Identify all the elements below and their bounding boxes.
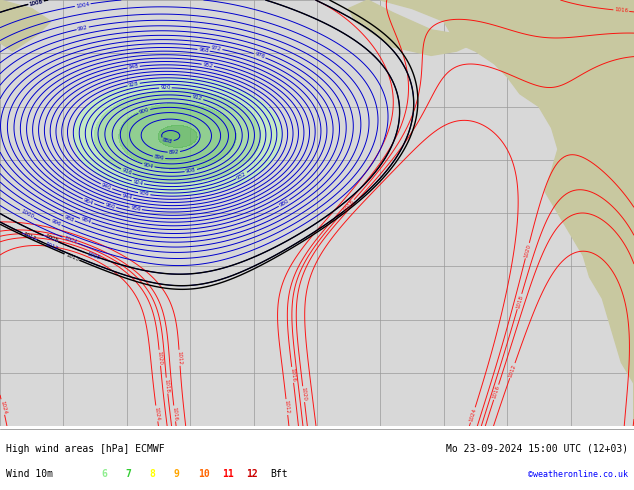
Text: 1024: 1024: [0, 400, 7, 415]
Text: 1020: 1020: [301, 387, 307, 401]
Text: 996: 996: [50, 219, 61, 227]
Text: 1016: 1016: [171, 406, 178, 421]
Text: Mo 23-09-2024 15:00 UTC (12+03): Mo 23-09-2024 15:00 UTC (12+03): [446, 443, 628, 454]
Text: 932: 932: [236, 171, 247, 180]
Text: 956: 956: [130, 205, 141, 212]
Text: 888: 888: [162, 137, 173, 144]
Text: 10: 10: [198, 469, 210, 479]
Text: 1020: 1020: [523, 243, 531, 258]
Text: 936: 936: [139, 191, 150, 197]
Text: 960: 960: [105, 202, 116, 210]
Text: 1024: 1024: [153, 406, 160, 421]
Text: 988: 988: [63, 214, 75, 223]
Text: 1013: 1013: [65, 252, 79, 262]
Text: 1016: 1016: [289, 368, 296, 382]
Text: 892: 892: [169, 149, 179, 155]
Text: 1008: 1008: [29, 0, 43, 6]
Text: 920: 920: [160, 85, 171, 90]
Text: Bft: Bft: [270, 469, 288, 479]
Text: 1004: 1004: [63, 235, 77, 245]
Text: 964: 964: [82, 197, 94, 206]
Text: 908: 908: [185, 167, 197, 174]
Text: 944: 944: [122, 193, 133, 200]
Text: 8: 8: [150, 469, 155, 479]
Text: 9: 9: [174, 469, 179, 479]
Text: 1012: 1012: [283, 400, 290, 414]
Text: High wind areas [hPa] ECMWF: High wind areas [hPa] ECMWF: [6, 443, 165, 454]
Text: Wind 10m: Wind 10m: [6, 469, 53, 479]
Text: 940: 940: [101, 182, 112, 191]
Text: 1000: 1000: [20, 209, 34, 220]
Text: ©weatheronline.co.uk: ©weatheronline.co.uk: [527, 469, 628, 479]
Text: 912: 912: [191, 95, 203, 102]
Text: 1008: 1008: [86, 251, 101, 260]
Text: 1016: 1016: [614, 7, 628, 14]
Text: 1012: 1012: [22, 231, 37, 242]
Text: 968: 968: [198, 47, 209, 53]
Text: 1008: 1008: [29, 0, 43, 6]
Text: 12: 12: [246, 469, 258, 479]
Text: 896: 896: [153, 154, 165, 161]
Text: 952: 952: [202, 62, 214, 69]
Text: 972: 972: [210, 45, 222, 52]
Text: 928: 928: [128, 81, 139, 88]
Text: 1012: 1012: [508, 363, 517, 378]
Text: 1016: 1016: [491, 385, 501, 400]
Text: 992: 992: [77, 25, 88, 32]
Text: 948: 948: [128, 64, 139, 70]
Polygon shape: [380, 0, 634, 426]
Text: 1012: 1012: [177, 351, 183, 365]
Text: 1004: 1004: [75, 1, 90, 9]
Text: 924: 924: [132, 179, 143, 186]
Text: 1018: 1018: [515, 294, 524, 309]
Text: 1008: 1008: [44, 234, 58, 244]
Text: 900: 900: [138, 107, 150, 115]
Text: 1012: 1012: [44, 241, 58, 251]
Text: 980: 980: [278, 198, 290, 208]
Text: 976: 976: [254, 51, 266, 60]
Text: 904: 904: [143, 162, 154, 169]
Text: 6: 6: [101, 469, 107, 479]
Polygon shape: [349, 0, 476, 55]
Text: 1018: 1018: [164, 378, 170, 393]
Text: 1018: 1018: [342, 199, 355, 213]
Polygon shape: [0, 0, 51, 51]
Text: 11: 11: [222, 469, 234, 479]
Text: 984: 984: [80, 217, 91, 225]
Text: 1024: 1024: [469, 408, 477, 422]
Text: 1020: 1020: [157, 350, 163, 365]
Text: 7: 7: [126, 469, 131, 479]
Text: 916: 916: [121, 167, 133, 176]
